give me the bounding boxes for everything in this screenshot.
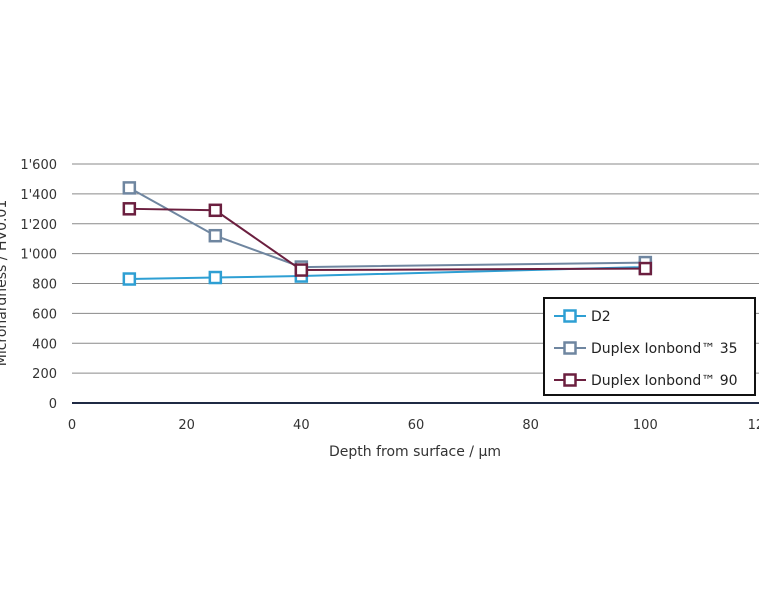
y-tick-label: 400: [32, 337, 57, 352]
y-tick-label: 200: [32, 367, 57, 382]
y-tick-label: 1'600: [20, 158, 57, 173]
x-tick-label: 60: [408, 418, 425, 433]
data-point: [122, 181, 137, 195]
y-tick-label: 1'000: [20, 248, 57, 263]
y-tick-label: 800: [32, 278, 57, 293]
y-tick-label: 1'200: [20, 218, 57, 233]
x-tick-label: 120: [748, 418, 759, 433]
y-axis-title: Microhardness / HV0.01: [0, 200, 10, 367]
x-tick-label: 100: [633, 418, 658, 433]
legend-label: Duplex Ionbond™ 90: [591, 373, 738, 389]
series-line: [129, 266, 646, 281]
legend: D2 Duplex Ionbond™ 35 Duplex Ionbond™ 90: [543, 297, 756, 396]
x-tick-label: 80: [522, 418, 539, 433]
data-point: [122, 272, 137, 286]
x-axis-title: Depth from surface / µm: [329, 444, 501, 460]
x-tick-label: 0: [68, 418, 76, 433]
data-point: [208, 228, 223, 243]
series-line: [129, 207, 646, 272]
legend-box: [543, 297, 756, 396]
data-point: [638, 261, 653, 276]
x-axis-ticks: 0 20 40 60 80 100 120: [68, 418, 759, 433]
y-tick-label: 0: [49, 397, 57, 412]
legend-marker: [563, 309, 577, 323]
y-axis-ticks: 0 200 400 600 800 1'000 1'200 1'400 1'600: [20, 158, 57, 412]
data-point: [122, 202, 137, 216]
legend-label: Duplex Ionbond™ 35: [591, 341, 738, 357]
data-point: [208, 270, 223, 285]
data-point: [294, 263, 309, 277]
y-tick-label: 600: [32, 307, 57, 322]
x-tick-label: 40: [293, 418, 310, 433]
series-group: [122, 181, 653, 286]
y-tick-label: 1'400: [20, 188, 57, 203]
legend-marker: [563, 341, 577, 355]
series-line: [128, 187, 646, 269]
x-tick-label: 20: [178, 418, 195, 433]
legend-label: D2: [591, 309, 611, 325]
series: [122, 202, 653, 277]
gridlines: [72, 163, 759, 374]
series: [122, 181, 653, 274]
legend-marker: [563, 373, 577, 387]
data-point: [208, 203, 223, 218]
